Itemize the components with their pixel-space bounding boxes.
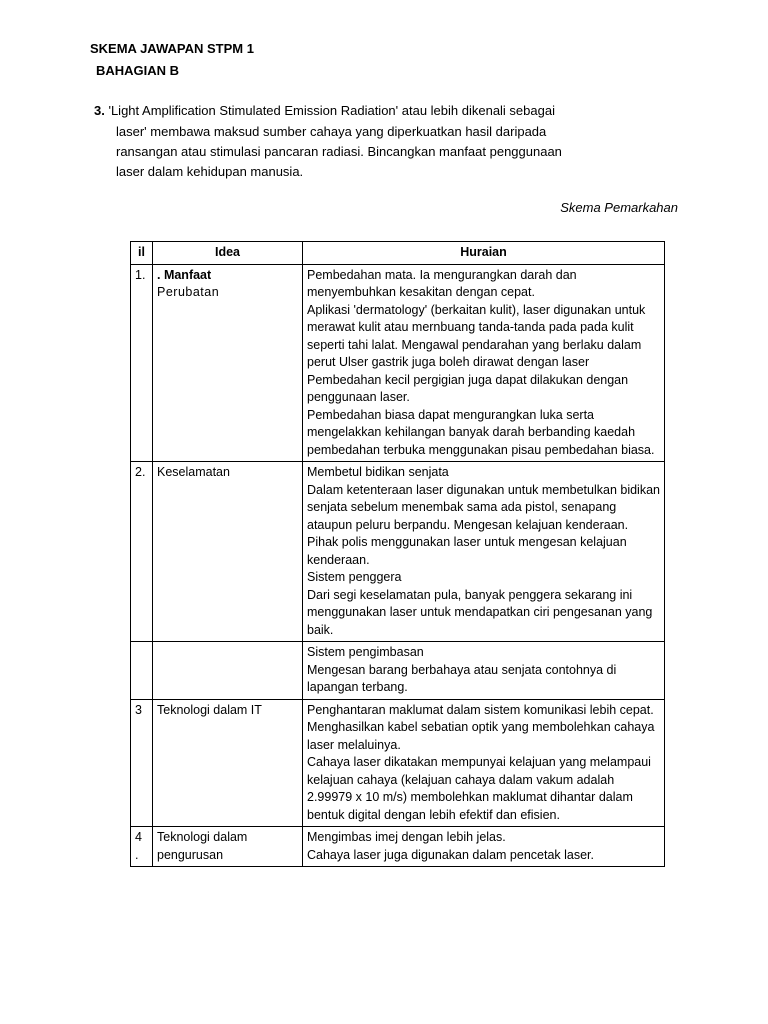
question-line4: laser dalam kehidupan manusia.	[94, 163, 698, 181]
cell-num: 1.	[131, 264, 153, 462]
header-huraian: Huraian	[303, 242, 665, 265]
table-row: 4 . Teknologi dalam pengurusan Mengimbas…	[131, 827, 665, 867]
cell-idea: Keselamatan	[153, 462, 303, 642]
answer-table: il Idea Huraian 1. . Manfaat Perubatan P…	[130, 241, 665, 867]
cell-num	[131, 642, 153, 700]
table-body: 1. . Manfaat Perubatan Pembedahan mata. …	[131, 264, 665, 867]
marking-scheme-label: Skema Pemarkahan	[90, 199, 678, 217]
table-row: Sistem pengimbasanMengesan barang berbah…	[131, 642, 665, 700]
idea-sub: Perubatan	[157, 285, 219, 299]
doc-subtitle: BAHAGIAN B	[96, 62, 698, 80]
cell-huraian: Penghantaran maklumat dalam sistem komun…	[303, 699, 665, 827]
cell-huraian: Mengimbas imej dengan lebih jelas.Cahaya…	[303, 827, 665, 867]
cell-num: 4 .	[131, 827, 153, 867]
question-line1: 'Light Amplification Stimulated Emission…	[108, 103, 555, 118]
table-row: 2. Keselamatan Membetul bidikan senjataD…	[131, 462, 665, 642]
cell-huraian: Pembedahan mata. Ia mengurangkan darah d…	[303, 264, 665, 462]
idea-bold: . Manfaat	[157, 268, 211, 282]
table-header-row: il Idea Huraian	[131, 242, 665, 265]
question-line2: laser' membawa maksud sumber cahaya yang…	[94, 123, 698, 141]
cell-num: 3	[131, 699, 153, 827]
table-row: 3 Teknologi dalam IT Penghantaran maklum…	[131, 699, 665, 827]
question-line3: ransangan atau stimulasi pancaran radias…	[94, 143, 698, 161]
cell-idea: . Manfaat Perubatan	[153, 264, 303, 462]
table-row: 1. . Manfaat Perubatan Pembedahan mata. …	[131, 264, 665, 462]
cell-huraian: Sistem pengimbasanMengesan barang berbah…	[303, 642, 665, 700]
question-number: 3.	[94, 103, 105, 118]
cell-idea: Teknologi dalam pengurusan	[153, 827, 303, 867]
cell-idea: Teknologi dalam IT	[153, 699, 303, 827]
cell-idea	[153, 642, 303, 700]
header-il: il	[131, 242, 153, 265]
doc-title: SKEMA JAWAPAN STPM 1	[90, 40, 698, 58]
cell-huraian: Membetul bidikan senjataDalam ketenteraa…	[303, 462, 665, 642]
header-idea: Idea	[153, 242, 303, 265]
cell-num: 2.	[131, 462, 153, 642]
question-block: 3. 'Light Amplification Stimulated Emiss…	[90, 102, 698, 181]
